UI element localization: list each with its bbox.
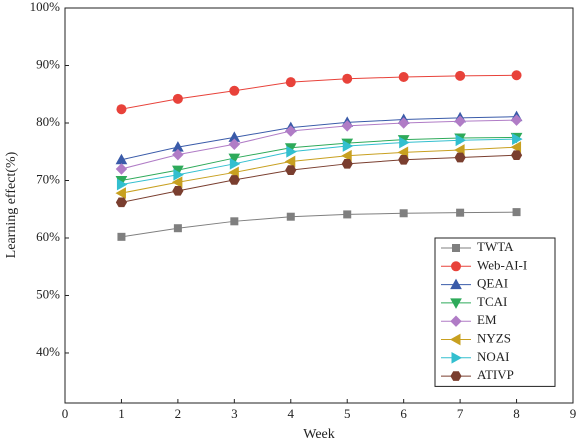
legend-label: ATIVP — [477, 367, 514, 382]
data-point — [342, 73, 353, 84]
legend-marker — [449, 333, 461, 346]
legend-marker — [450, 298, 462, 309]
series-line — [121, 136, 517, 181]
data-point — [510, 150, 523, 161]
data-point — [172, 186, 184, 196]
data-point — [228, 166, 239, 179]
data-point — [228, 138, 241, 150]
data-point — [285, 125, 297, 137]
plot-frame — [64, 7, 574, 404]
data-point — [399, 136, 410, 149]
data-point — [229, 85, 240, 96]
legend-marker — [451, 351, 463, 364]
data-point — [455, 134, 467, 147]
x-tick-label: 5 — [344, 406, 351, 421]
x-tick-label: 6 — [400, 406, 407, 421]
data-point — [397, 117, 410, 129]
data-point — [171, 176, 183, 189]
legend-marker — [450, 371, 462, 381]
legend-label: EM — [477, 312, 497, 327]
data-point — [228, 153, 241, 165]
data-point — [117, 232, 126, 241]
y-tick-label: 90% — [36, 56, 60, 71]
data-point — [172, 93, 183, 104]
y-tick-label: 60% — [36, 229, 60, 244]
legend-marker — [451, 261, 461, 272]
x-tick-label: 7 — [457, 406, 464, 421]
data-point — [115, 163, 128, 175]
data-point — [512, 133, 523, 145]
data-point — [510, 141, 522, 153]
series-line — [121, 138, 517, 186]
legend-label: TCAI — [477, 294, 507, 309]
data-point — [173, 168, 184, 181]
data-point — [285, 165, 297, 175]
series-line — [121, 146, 517, 194]
data-point — [398, 154, 410, 165]
x-tick-label: 4 — [288, 406, 295, 421]
legend-marker — [452, 244, 460, 252]
data-point — [286, 212, 295, 221]
series-line — [121, 211, 517, 238]
data-point — [341, 158, 353, 169]
data-point — [228, 175, 240, 185]
series-line — [121, 119, 517, 170]
data-point — [116, 178, 128, 191]
data-point — [173, 224, 182, 233]
data-point — [456, 208, 465, 217]
y-axis-label: Learning effect(%) — [4, 151, 19, 258]
x-tick-label: 3 — [231, 406, 238, 421]
legend-label: NOAI — [477, 349, 510, 364]
legend-label: TWTA — [477, 239, 514, 254]
data-point — [230, 217, 239, 226]
y-tick-label: 50% — [36, 286, 60, 301]
data-point — [454, 115, 466, 127]
legend-marker — [450, 315, 462, 327]
data-point — [172, 148, 184, 161]
data-point — [511, 70, 522, 81]
y-tick-label: 100% — [30, 0, 61, 14]
y-tick-label: 70% — [36, 171, 60, 186]
data-point — [510, 114, 523, 126]
data-point — [341, 149, 352, 162]
data-point — [342, 140, 354, 152]
data-point — [454, 152, 466, 163]
x-axis-label: Week — [303, 427, 335, 442]
y-tick-label: 80% — [36, 114, 60, 129]
data-point — [398, 71, 409, 82]
data-point — [284, 155, 296, 168]
x-tick-label: 8 — [513, 406, 520, 421]
data-point — [229, 157, 241, 170]
data-point — [115, 187, 126, 199]
series-line — [121, 116, 517, 161]
legend-label: QEAI — [477, 276, 508, 291]
data-point — [397, 146, 409, 159]
x-tick-label: 0 — [62, 406, 69, 421]
data-point — [454, 144, 465, 156]
x-tick-label: 9 — [570, 406, 577, 421]
series-line — [121, 74, 517, 110]
data-point — [286, 145, 297, 158]
legend-marker — [450, 278, 462, 290]
data-point — [115, 197, 128, 208]
legend-label: NYZS — [477, 330, 511, 345]
data-point — [116, 104, 127, 115]
y-tick-label: 40% — [36, 344, 60, 359]
data-point — [455, 70, 466, 81]
data-point — [399, 209, 408, 218]
data-point — [285, 77, 296, 88]
x-tick-label: 1 — [118, 406, 125, 421]
data-point — [512, 208, 521, 217]
data-point — [341, 120, 353, 132]
data-point — [343, 210, 352, 219]
x-tick-label: 2 — [175, 406, 182, 421]
legend-label: Web-AI-I — [477, 257, 527, 272]
series-line — [121, 154, 517, 203]
